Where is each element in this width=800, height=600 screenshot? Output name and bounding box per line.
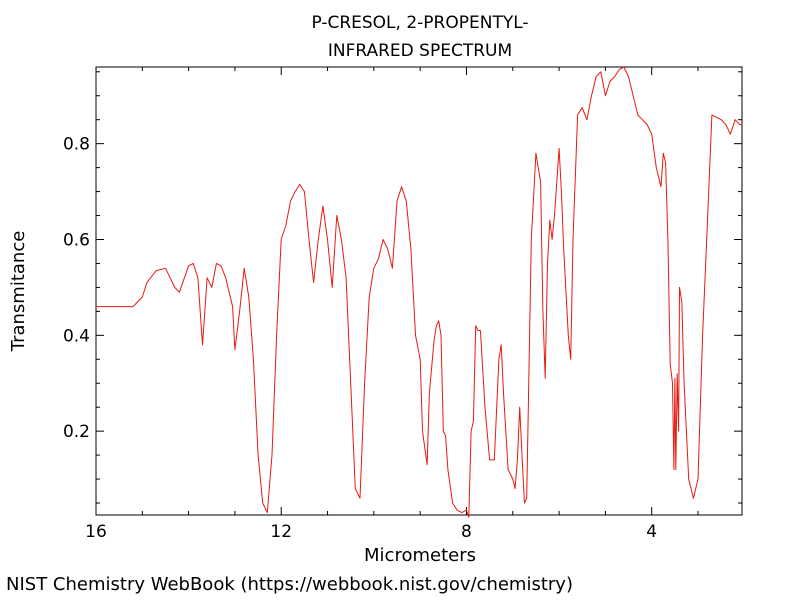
source-credit: NIST Chemistry WebBook (https://webbook.… [6, 574, 573, 595]
spectrum-line [96, 66, 742, 518]
chart-title-line1: P-CRESOL, 2-PROPENTYL- [311, 13, 528, 33]
plot-area [95, 66, 743, 516]
x-tick-label: 8 [461, 522, 472, 542]
y-tick-label: 0.2 [63, 422, 90, 442]
x-tick-label: 16 [85, 522, 107, 542]
x-axis-label: Micrometers [364, 545, 476, 566]
y-tick-label: 0.4 [63, 326, 90, 346]
y-tick-label: 0.8 [63, 135, 90, 155]
y-axis-label: Transmitance [8, 231, 29, 353]
plot-frame [95, 66, 743, 516]
axis-ticks [95, 67, 742, 515]
x-tick-label: 12 [270, 522, 292, 542]
chart-title-line2: INFRARED SPECTRUM [328, 41, 512, 61]
y-tick-label: 0.6 [63, 230, 90, 250]
axis-tick-labels: 16 12 8 4 0.2 0.4 0.6 0.8 [63, 135, 657, 542]
x-tick-label: 4 [646, 522, 657, 542]
